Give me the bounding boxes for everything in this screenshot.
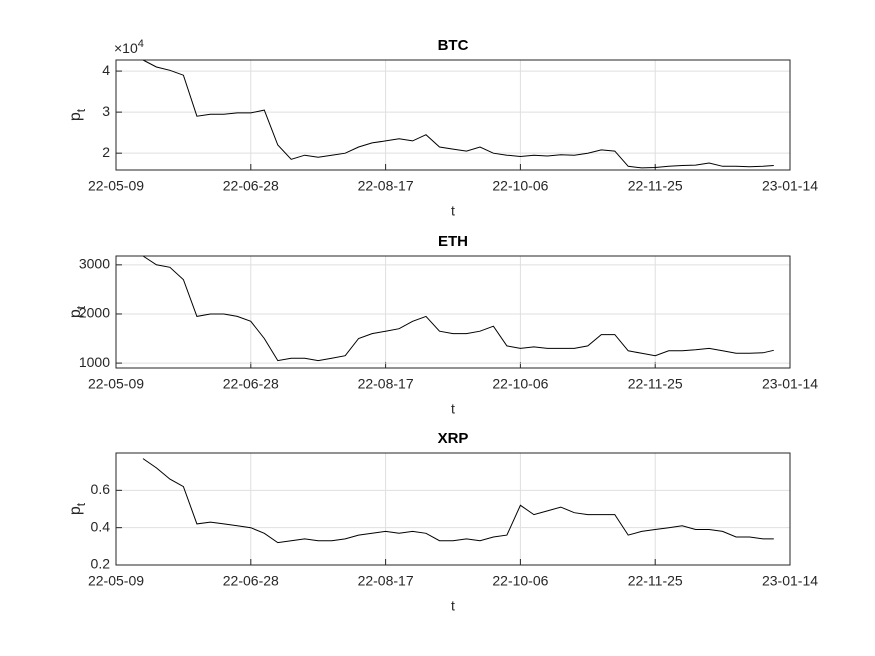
x-tick-label: 22-05-09 bbox=[88, 376, 144, 392]
y-scale-base: ×10 bbox=[114, 40, 138, 56]
axes-box bbox=[115, 59, 791, 171]
price-line bbox=[142, 59, 774, 169]
y-axis-label-main: p bbox=[67, 112, 84, 121]
y-scale-exponent: 4 bbox=[138, 38, 144, 50]
x-axis-label: t bbox=[451, 401, 455, 417]
subplot: 22-05-09 22-06-28 22-08-17 22-10-06 22-11-25… bbox=[67, 37, 818, 219]
y-tick-label: 3000 bbox=[79, 256, 110, 272]
y-axis-label-sub: t bbox=[74, 305, 88, 309]
x-tick-label: 22-08-17 bbox=[358, 178, 414, 194]
plot-area bbox=[116, 453, 790, 565]
price-line bbox=[142, 458, 774, 544]
x-tick-label: 23-01-14 bbox=[762, 573, 818, 589]
x-tick-label: 22-10-06 bbox=[492, 178, 548, 194]
y-tick-label: 0.6 bbox=[91, 481, 111, 497]
x-tick-label: 22-11-25 bbox=[628, 376, 683, 392]
x-tick-label: 22-08-17 bbox=[358, 376, 414, 392]
y-axis-label-sub: t bbox=[74, 502, 88, 506]
subplot-title: BTC bbox=[438, 37, 469, 54]
x-tick-label: 22-06-28 bbox=[223, 376, 279, 392]
y-axis-label-main: p bbox=[67, 309, 84, 318]
x-tick-label: 22-08-17 bbox=[358, 573, 414, 589]
y-tick-label: 0.4 bbox=[91, 518, 111, 534]
axes-box bbox=[115, 255, 791, 369]
x-tick-label: 22-06-28 bbox=[223, 573, 279, 589]
subplot-title: ETH bbox=[438, 233, 468, 250]
x-tick-label: 22-11-25 bbox=[628, 573, 683, 589]
y-axis-label: pt bbox=[67, 108, 88, 121]
x-tick-label: 22-05-09 bbox=[88, 178, 144, 194]
x-tick-label: 22-11-25 bbox=[628, 178, 683, 194]
y-tick-label: 0.2 bbox=[91, 556, 111, 572]
x-tick-label: 22-10-06 bbox=[492, 573, 548, 589]
x-tick-label: 23-01-14 bbox=[762, 376, 818, 392]
y-axis-label: pt bbox=[67, 305, 88, 318]
axes-box bbox=[115, 452, 791, 566]
y-tick-label: 4 bbox=[102, 62, 110, 78]
plot-area bbox=[116, 256, 790, 368]
subplot: 22-05-09 22-06-28 22-08-17 22-10-06 22-11-25… bbox=[67, 233, 818, 417]
x-tick-label: 22-05-09 bbox=[88, 573, 144, 589]
subplot-title: XRP bbox=[438, 430, 469, 447]
y-tick-label: 2 bbox=[102, 144, 110, 160]
y-axis-label-sub: t bbox=[74, 108, 88, 112]
x-tick-label: 22-10-06 bbox=[492, 376, 548, 392]
subplot: 22-05-09 22-06-28 22-08-17 22-10-06 22-11-25… bbox=[67, 430, 818, 614]
y-tick-label: 3 bbox=[102, 103, 110, 119]
price-line bbox=[142, 255, 774, 362]
y-axis-label: pt bbox=[67, 502, 88, 515]
plot-area bbox=[116, 60, 790, 170]
y-axis-label-main: p bbox=[67, 506, 84, 515]
y-scale-factor: ×104 bbox=[114, 38, 144, 56]
x-axis-label: t bbox=[451, 598, 455, 614]
x-axis-label: t bbox=[451, 203, 455, 219]
x-tick-label: 22-06-28 bbox=[223, 178, 279, 194]
y-tick-label: 1000 bbox=[79, 354, 110, 370]
y-tick-label: 2000 bbox=[79, 305, 110, 321]
x-tick-label: 23-01-14 bbox=[762, 178, 818, 194]
